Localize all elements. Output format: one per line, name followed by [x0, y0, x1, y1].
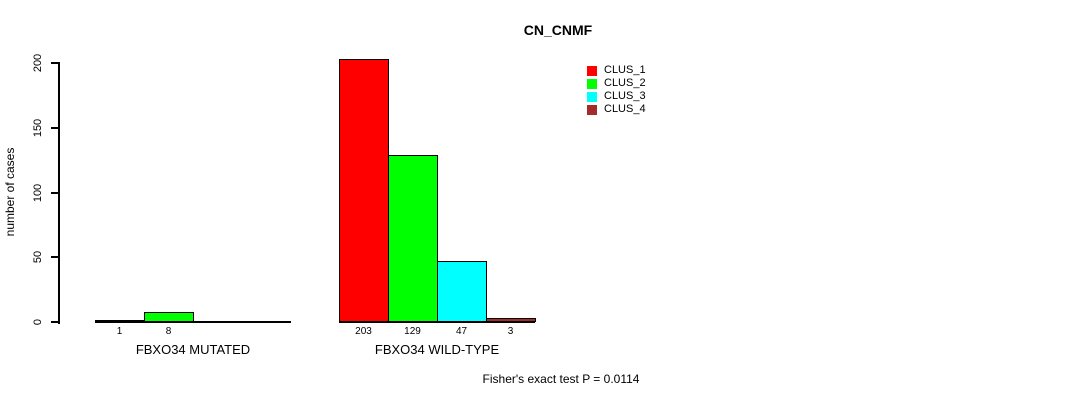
chart-title: CN_CNMF [523, 22, 593, 38]
y-tick [51, 127, 59, 129]
bar [339, 59, 389, 322]
legend-label: CLUS_4 [604, 103, 646, 115]
y-tick-label: 50 [32, 250, 44, 264]
legend-label: CLUS_2 [604, 77, 646, 89]
legend-swatch [587, 105, 597, 115]
bar [144, 312, 194, 322]
bar [486, 318, 536, 322]
bar-value-label: 3 [507, 326, 514, 337]
y-tick-label: 0 [32, 318, 44, 326]
legend-swatch [587, 66, 597, 76]
y-tick [51, 321, 59, 323]
legend-label: CLUS_1 [604, 64, 646, 76]
bar-value-label: 203 [355, 326, 372, 337]
legend-swatch [587, 79, 597, 89]
group-label: FBXO34 MUTATED [135, 342, 251, 357]
y-tick [51, 192, 59, 194]
bar-value-label: 47 [455, 326, 468, 337]
bar [95, 320, 145, 322]
y-tick-label: 150 [32, 118, 44, 138]
x-baseline [339, 321, 535, 323]
legend-label: CLUS_3 [604, 90, 646, 102]
x-baseline [95, 321, 291, 323]
bar-value-label: 1 [116, 326, 123, 337]
y-axis-line [58, 62, 60, 324]
legend-swatch [587, 92, 597, 102]
bar-value-label: 129 [404, 326, 421, 337]
y-tick-label: 200 [32, 53, 44, 73]
fisher-test-annotation: Fisher's exact test P = 0.0114 [482, 372, 640, 386]
bar-value-label: 8 [165, 326, 172, 337]
bar [388, 155, 438, 322]
bar [437, 261, 487, 322]
group-label: FBXO34 WILD-TYPE [374, 342, 500, 357]
y-tick [51, 62, 59, 64]
y-tick-label: 100 [32, 183, 44, 203]
y-tick [51, 256, 59, 258]
